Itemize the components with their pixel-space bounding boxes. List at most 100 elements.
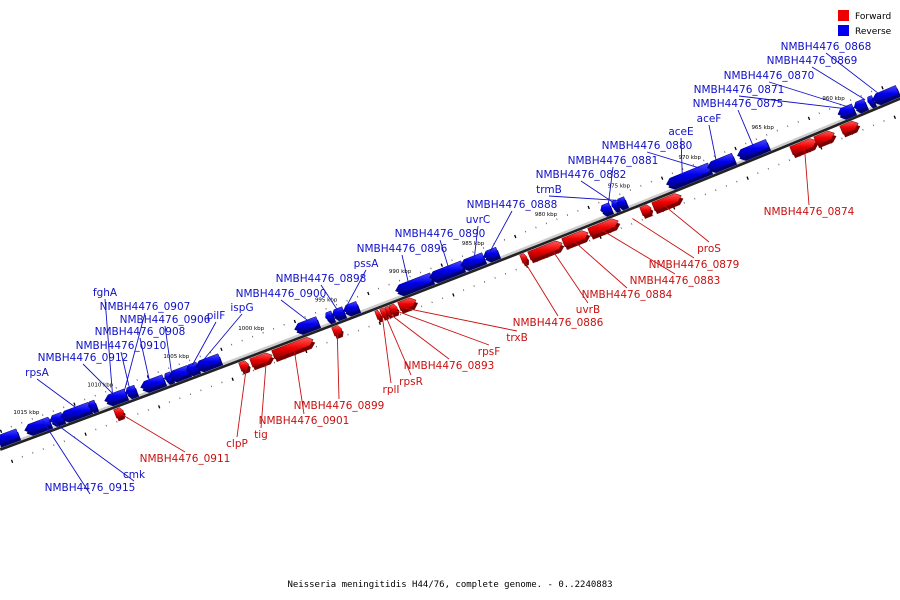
gene-label-nmbh4476-0896: NMBH4476_0896 xyxy=(357,243,448,255)
dot-tick xyxy=(524,230,527,233)
dot-tick xyxy=(461,255,464,258)
tick-layer: 1015 kbp 1010 kbp 1005 kbp 1000 kbp 995 kbp 9… xyxy=(0,86,897,464)
gene-label-nmbh4476-0883: NMBH4476_0883 xyxy=(630,275,721,287)
gene-label-nmbh4476-0871: NMBH4476_0871 xyxy=(694,84,785,96)
dot-tick xyxy=(52,410,54,413)
dot-tick xyxy=(694,197,696,200)
dot-tick xyxy=(535,226,537,229)
dot-tick xyxy=(252,369,255,372)
gene-label-trmb: trmB xyxy=(536,184,562,196)
gene-arrow xyxy=(88,399,98,411)
dot-tick xyxy=(767,167,770,170)
dot-tick xyxy=(725,185,727,187)
legend-swatch-forward xyxy=(838,10,849,21)
dot-tick xyxy=(472,251,474,254)
leader-line xyxy=(680,137,683,175)
dot-tick xyxy=(787,125,789,128)
gene-arrow xyxy=(789,138,817,156)
gene-label-nmbh4476-0879: NMBH4476_0879 xyxy=(649,259,740,271)
backbone-shadow xyxy=(0,96,900,451)
dot-tick xyxy=(872,124,875,127)
tick-label: 1010 kbp xyxy=(87,382,113,388)
gene-arrow xyxy=(600,202,613,215)
dot-tick xyxy=(230,343,233,346)
dot-tick xyxy=(452,293,455,297)
dot-tick xyxy=(200,389,202,392)
leader-line xyxy=(574,241,628,289)
gene-label-nmbh4476-0901: NMBH4476_0901 xyxy=(259,415,350,427)
dot-tick xyxy=(494,276,496,279)
gene-arrow xyxy=(249,352,273,368)
dot-tick xyxy=(377,287,380,290)
dot-tick xyxy=(325,307,327,310)
leader-line xyxy=(164,325,172,373)
tick-label: 1005 kbp xyxy=(163,354,189,360)
dot-tick xyxy=(32,451,34,454)
leader-line xyxy=(737,109,754,147)
dot-tick xyxy=(620,227,622,230)
dot-tick xyxy=(881,86,884,90)
dot-tick xyxy=(399,313,402,316)
gene-arrow xyxy=(429,260,465,281)
legend-swatch-reverse xyxy=(838,25,849,36)
dot-tick xyxy=(147,409,150,411)
gene-arrow xyxy=(104,388,128,404)
gene-label-uvrb: uvrB xyxy=(576,304,600,316)
gene-arrow xyxy=(527,240,563,261)
gene-label-nmbh4476-0893: NMBH4476_0893 xyxy=(404,360,495,372)
dot-tick xyxy=(566,214,569,216)
dot-tick xyxy=(757,172,759,174)
dot-tick xyxy=(778,163,780,166)
leader-line xyxy=(346,269,367,307)
dot-tick xyxy=(776,129,778,132)
dot-tick xyxy=(704,193,706,196)
dot-tick xyxy=(870,90,873,93)
leader-line xyxy=(523,261,559,317)
tick-label: 970 kbp xyxy=(679,155,702,161)
gene-label-nmbh4476-0888: NMBH4476_0888 xyxy=(467,199,558,211)
dot-tick xyxy=(335,303,338,306)
legend-label-reverse: Reverse xyxy=(855,27,892,37)
dot-tick xyxy=(42,448,44,450)
dot-tick xyxy=(262,331,264,334)
dot-tick xyxy=(766,133,768,136)
dot-tick xyxy=(883,120,885,122)
leader-line xyxy=(607,166,614,205)
dot-tick xyxy=(441,297,444,300)
dot-tick xyxy=(251,335,254,338)
gene-arrow xyxy=(853,98,868,111)
gene-layer xyxy=(0,85,900,448)
gene-arrow xyxy=(707,152,736,171)
leader-line xyxy=(48,418,135,482)
leader-line xyxy=(36,378,77,409)
dot-tick xyxy=(724,151,726,153)
tick-label: 960 kbp xyxy=(822,96,845,102)
dot-tick xyxy=(189,359,191,362)
gene-arrow xyxy=(813,130,835,146)
gene-arrow xyxy=(519,253,528,264)
gene-arrow xyxy=(374,309,382,321)
dot-tick xyxy=(314,311,317,314)
dot-tick xyxy=(440,263,443,267)
dot-tick xyxy=(95,428,97,431)
gene-label-ispg: ispG xyxy=(230,302,253,314)
tick-label: 975 kbp xyxy=(608,183,631,189)
dot-tick xyxy=(682,168,684,170)
gene-label-nmbh4476-0868: NMBH4476_0868 xyxy=(781,41,872,53)
dot-tick xyxy=(326,341,328,344)
leader-line xyxy=(439,239,449,268)
gene-label-nmbh4476-0890: NMBH4476_0890 xyxy=(395,228,486,240)
dot-tick xyxy=(84,398,86,401)
gene-label-nmbh4476-0907: NMBH4476_0907 xyxy=(100,301,191,313)
dot-tick xyxy=(545,222,548,225)
leader-line xyxy=(384,315,412,376)
dot-tick xyxy=(84,432,87,436)
dot-tick xyxy=(179,397,181,400)
gene-arrow xyxy=(24,416,52,434)
dot-tick xyxy=(598,201,600,204)
dot-tick xyxy=(168,367,170,370)
gene-label-nmbh4476-0908: NMBH4476_0908 xyxy=(95,326,186,338)
gene-label-nmbh4476-0911: NMBH4476_0911 xyxy=(140,453,231,465)
gene-label-acef: aceF xyxy=(697,113,722,125)
